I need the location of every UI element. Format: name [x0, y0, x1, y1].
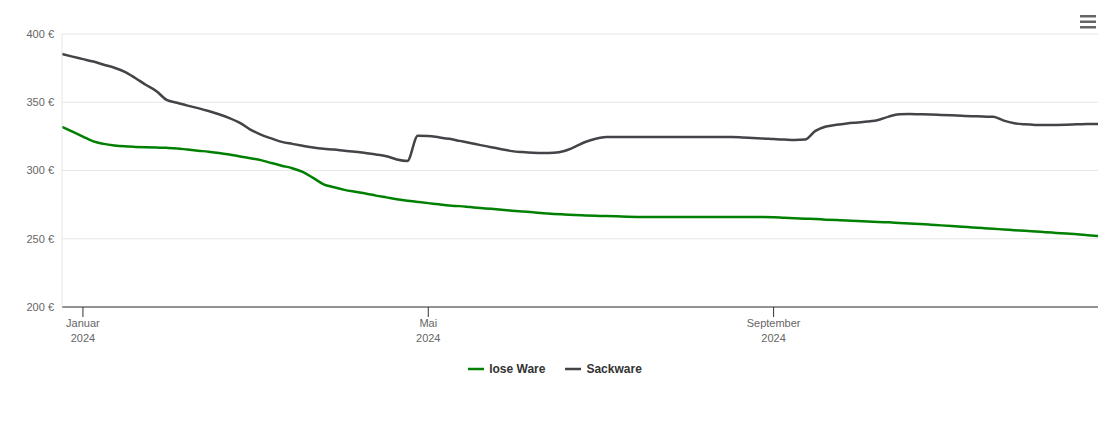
- html-text:lose Ware: lose Ware: [489, 362, 546, 376]
- svg-text:350 €: 350 €: [26, 96, 54, 108]
- svg-text:300 €: 300 €: [26, 164, 54, 176]
- html-text:Sackware: Sackware: [586, 362, 642, 376]
- svg-text:September2024: September2024: [747, 317, 801, 344]
- svg-text:Mai2024: Mai2024: [416, 317, 440, 344]
- svg-text:200 €: 200 €: [26, 301, 54, 313]
- svg-text:400 €: 400 €: [26, 28, 54, 40]
- svg-text:Januar2024: Januar2024: [66, 317, 100, 344]
- svg-text:250 €: 250 €: [26, 233, 54, 245]
